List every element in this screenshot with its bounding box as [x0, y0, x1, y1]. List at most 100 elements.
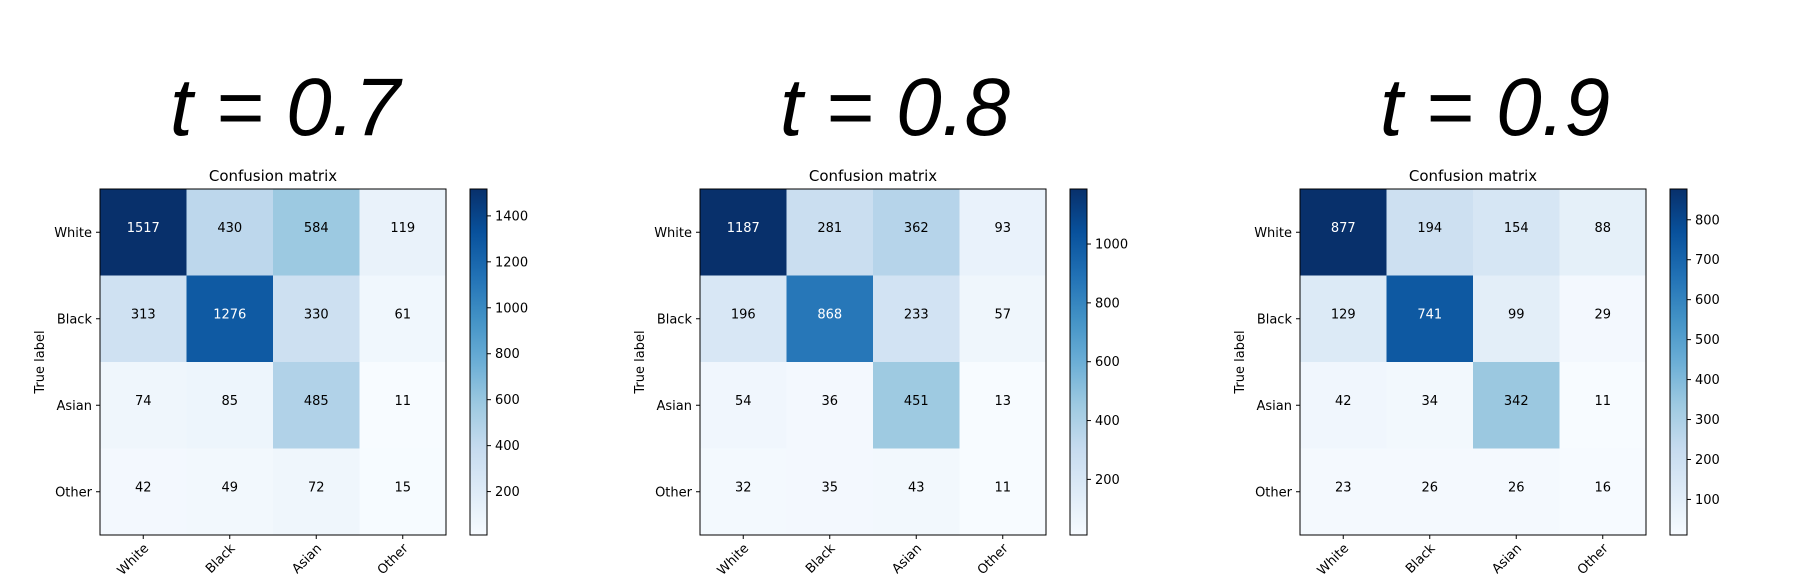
- cell-value-label: 451: [904, 394, 929, 409]
- heatmap-cell: [1473, 362, 1560, 449]
- cell-value-label: 154: [1504, 221, 1529, 236]
- heatmap-cell: [1473, 275, 1560, 363]
- cell-value-label: 330: [304, 307, 329, 322]
- heatmap-cell: [186, 189, 274, 276]
- x-tick-label: Other: [375, 541, 412, 578]
- colorbar-tick-label: 100: [1695, 493, 1720, 508]
- colorbar-tick-label: 500: [1695, 333, 1720, 348]
- heatmap-cell: [273, 362, 360, 449]
- cell-value-label: 342: [1504, 394, 1529, 409]
- y-tick-label: Black: [657, 312, 693, 327]
- cell-value-label: 99: [1508, 307, 1525, 322]
- cell-value-label: 42: [1335, 394, 1352, 409]
- x-tick-label: Black: [803, 541, 839, 577]
- heatmap-cell: [959, 362, 1047, 449]
- x-tick-label: Black: [1403, 541, 1439, 577]
- y-tick-label: Other: [1255, 485, 1293, 500]
- heatmap-cell: [273, 189, 360, 276]
- panel-3: t = 0.9 Confusion matrix 877 194 154 88 129 741…: [1233, 62, 1720, 579]
- colorbar-tick-label: 1200: [495, 255, 528, 270]
- cell-value-label: 129: [1331, 307, 1356, 322]
- cell-value-label: 11: [394, 394, 411, 409]
- colorbar-tick-label: 800: [1695, 213, 1720, 228]
- panel-heading: t = 0.9: [1380, 62, 1610, 153]
- cell-value-label: 36: [821, 394, 838, 409]
- cell-value-label: 29: [1594, 307, 1611, 322]
- cell-value-label: 34: [1421, 394, 1438, 409]
- x-tick-label: White: [715, 541, 752, 578]
- cell-value-label: 54: [735, 394, 752, 409]
- y-tick-label: Asian: [57, 399, 92, 414]
- x-tick-label: Other: [975, 541, 1012, 578]
- y-tick-label: Other: [655, 485, 693, 500]
- colorbar-tick-label: 600: [1695, 293, 1720, 308]
- cell-value-label: 32: [735, 480, 752, 495]
- cell-value-label: 93: [994, 221, 1011, 236]
- cell-value-label: 233: [904, 307, 929, 322]
- colorbar-tick-label: 200: [1695, 453, 1720, 468]
- colorbar-tick-label: 800: [1095, 296, 1120, 311]
- heatmap-cell: [786, 448, 874, 536]
- heatmap-cell: [959, 448, 1047, 536]
- panel-heading: t = 0.8: [780, 62, 1011, 153]
- heatmap-cell: [1300, 189, 1387, 276]
- x-tick-label: White: [115, 541, 152, 578]
- heatmap-cell: [700, 189, 787, 276]
- heatmap-cell: [359, 448, 447, 536]
- y-tick-label: White: [654, 226, 692, 241]
- cell-value-label: 1276: [213, 307, 246, 322]
- heatmap-cell: [873, 362, 960, 449]
- cell-value-label: 57: [994, 307, 1011, 322]
- cell-value-label: 13: [994, 394, 1011, 409]
- heatmap-cell: [186, 362, 274, 449]
- colorbar-tick-label: 600: [495, 393, 520, 408]
- y-tick-label: Black: [1257, 312, 1293, 327]
- cell-value-label: 74: [135, 394, 152, 409]
- cell-value-label: 35: [821, 480, 838, 495]
- heatmap-cell: [273, 448, 360, 536]
- cell-value-label: 15: [394, 480, 411, 495]
- cell-value-label: 26: [1421, 480, 1438, 495]
- matrix-title: Confusion matrix: [809, 167, 937, 185]
- cell-value-label: 485: [304, 394, 329, 409]
- colorbar-tick-label: 300: [1695, 413, 1720, 428]
- y-tick-label: Black: [57, 312, 93, 327]
- colorbar-tick-label: 1400: [495, 209, 528, 224]
- colorbar-tick-label: 200: [495, 485, 520, 500]
- cell-value-label: 49: [221, 480, 238, 495]
- x-tick-label: White: [1315, 541, 1352, 578]
- cell-value-label: 26: [1508, 480, 1525, 495]
- heatmap-cell: [786, 189, 874, 276]
- panel-1: t = 0.7 Confusion matrix 1517 430 584 119 313 1…: [33, 62, 528, 579]
- x-tick-label: Black: [203, 541, 239, 577]
- cell-value-label: 23: [1335, 480, 1352, 495]
- y-axis-label: True label: [633, 330, 648, 394]
- y-tick-label: White: [1254, 226, 1292, 241]
- heatmap-cell: [100, 362, 187, 449]
- cell-value-label: 362: [904, 221, 929, 236]
- matrix-title: Confusion matrix: [1409, 167, 1537, 185]
- colorbar-tick-label: 400: [1095, 414, 1120, 429]
- heatmap-cell: [1300, 275, 1387, 363]
- cell-value-label: 313: [131, 307, 156, 322]
- heatmap-cell: [873, 275, 960, 363]
- colorbar-tick-label: 400: [495, 439, 520, 454]
- matrix-frame: [1299, 188, 1647, 536]
- heatmap-cell: [273, 275, 360, 363]
- cell-value-label: 584: [304, 221, 329, 236]
- heatmap-cell: [786, 362, 874, 449]
- y-tick-label: Asian: [1257, 399, 1292, 414]
- heatmap-cell: [1559, 362, 1647, 449]
- heatmap-cell: [873, 189, 960, 276]
- colorbar-tick-label: 1000: [1095, 238, 1128, 253]
- y-axis-label: True label: [33, 330, 48, 394]
- y-axis-label: True label: [1233, 330, 1248, 394]
- heatmap-cell: [1300, 448, 1387, 536]
- cell-value-label: 877: [1331, 221, 1356, 236]
- cell-value-label: 85: [221, 394, 238, 409]
- cell-value-label: 72: [308, 480, 325, 495]
- cell-value-label: 43: [908, 480, 925, 495]
- heatmap-cell: [700, 448, 787, 536]
